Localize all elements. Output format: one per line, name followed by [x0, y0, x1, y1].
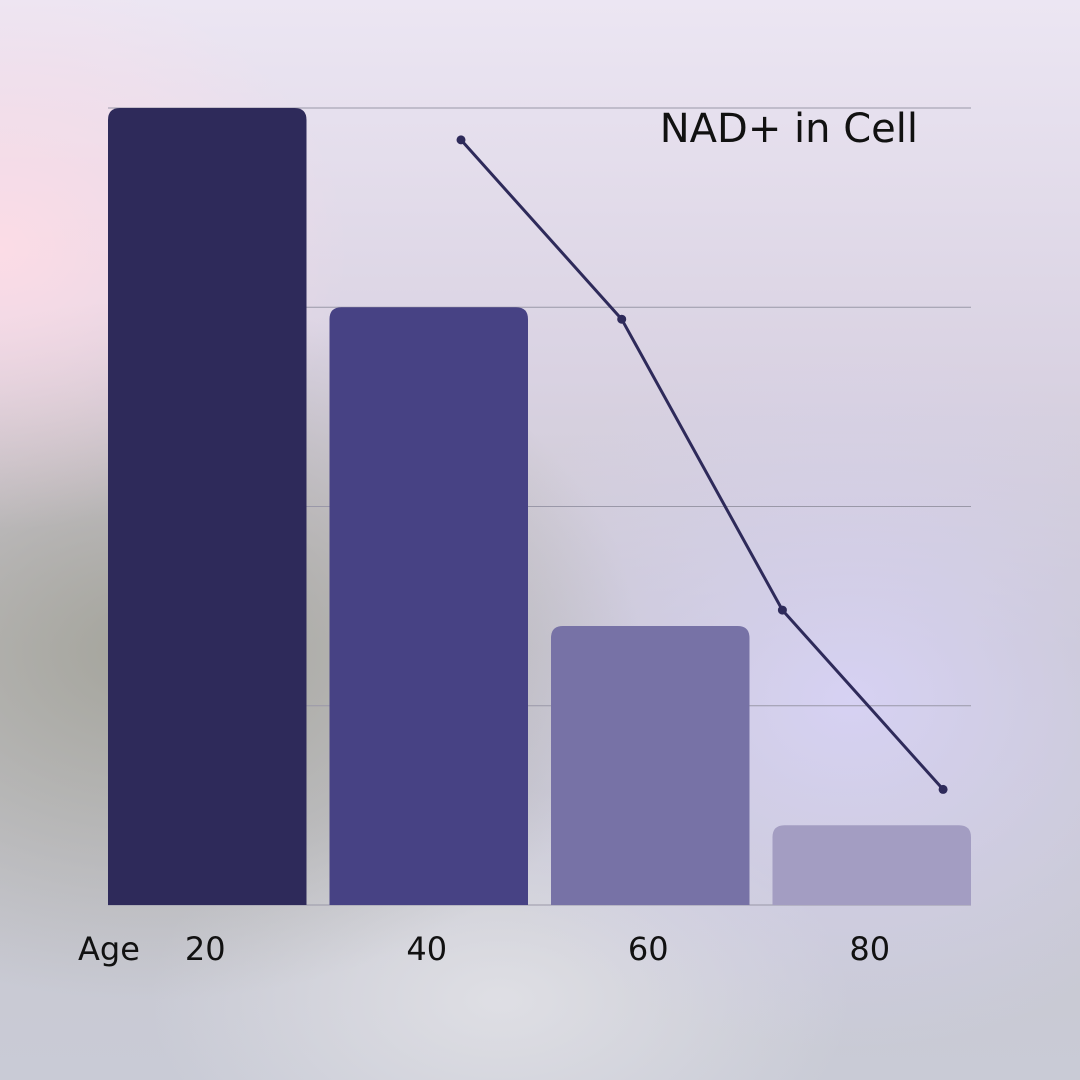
- x-tick-label: 20: [185, 930, 226, 968]
- x-tick-label: 80: [849, 930, 890, 968]
- line-point: [777, 605, 787, 615]
- x-tick-label: 40: [406, 930, 447, 968]
- bar: [772, 825, 971, 905]
- line-point: [456, 135, 466, 145]
- bar: [329, 307, 528, 905]
- x-tick-label: 60: [628, 930, 669, 968]
- line: [459, 138, 945, 791]
- line-point: [938, 784, 948, 794]
- bar: [551, 626, 750, 905]
- line-point: [617, 314, 627, 324]
- x-axis-label: Age: [78, 930, 140, 968]
- chart-title: NAD+ in Cell: [660, 106, 918, 152]
- bar: [108, 108, 307, 905]
